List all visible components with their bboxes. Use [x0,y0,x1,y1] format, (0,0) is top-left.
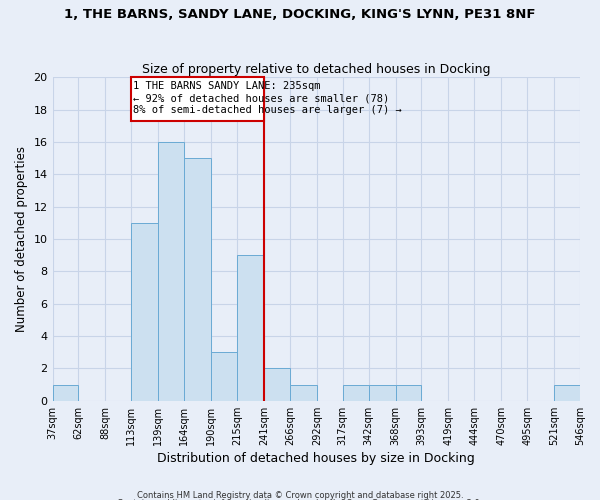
Bar [131,223,158,401]
Text: 1 THE BARNS SANDY LANE: 235sqm: 1 THE BARNS SANDY LANE: 235sqm [133,81,320,91]
Text: ← 92% of detached houses are smaller (78): ← 92% of detached houses are smaller (78… [133,94,389,104]
Bar [211,352,237,401]
Text: 8% of semi-detached houses are larger (7) →: 8% of semi-detached houses are larger (7… [133,106,401,116]
Bar [184,158,211,401]
Bar [53,384,79,401]
FancyBboxPatch shape [131,77,264,121]
Bar [264,368,290,401]
Bar [343,384,368,401]
Bar [237,255,264,401]
Text: 1, THE BARNS, SANDY LANE, DOCKING, KING'S LYNN, PE31 8NF: 1, THE BARNS, SANDY LANE, DOCKING, KING'… [64,8,536,20]
Bar [368,384,395,401]
Bar [290,384,317,401]
Title: Size of property relative to detached houses in Docking: Size of property relative to detached ho… [142,63,491,76]
Bar [554,384,580,401]
Bar [158,142,184,401]
Y-axis label: Number of detached properties: Number of detached properties [15,146,28,332]
Bar [395,384,421,401]
X-axis label: Distribution of detached houses by size in Docking: Distribution of detached houses by size … [157,452,475,465]
Text: Contains HM Land Registry data © Crown copyright and database right 2025.: Contains HM Land Registry data © Crown c… [137,490,463,500]
